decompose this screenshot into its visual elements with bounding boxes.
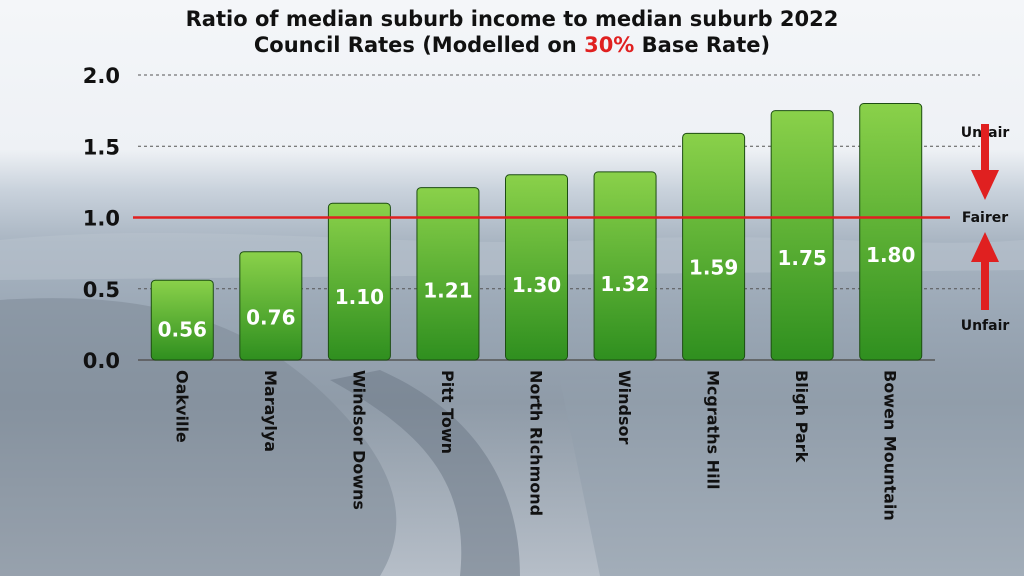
category-label: Pitt Town — [438, 370, 457, 454]
title-line-2-suffix: Base Rate) — [634, 33, 771, 57]
title-line-2: Council Rates (Modelled on 30% Base Rate… — [112, 32, 912, 58]
category-label: Bligh Park — [792, 370, 811, 463]
arrow-up-icon — [971, 232, 999, 310]
data-label: 1.59 — [689, 256, 738, 280]
arrow-down-icon — [971, 124, 999, 200]
bars: 0.56 0.76 1.10 1.21 1.30 1.32 1.59 1.75 1.80 — [150, 103, 923, 361]
bar — [505, 174, 568, 361]
bar — [150, 279, 214, 361]
y-tick-label: 0.0 — [83, 349, 120, 373]
y-tick-label: 1.0 — [83, 207, 120, 231]
data-label: 1.32 — [600, 272, 649, 296]
y-tick-label: 1.5 — [83, 135, 120, 159]
data-label: 0.76 — [246, 305, 295, 329]
category-label: Bowen Mountain — [881, 370, 900, 521]
title-line-2-prefix: Council Rates (Modelled on — [253, 33, 585, 57]
data-label: 0.56 — [158, 317, 207, 341]
title-accent: 30% — [584, 33, 635, 57]
bar — [770, 110, 834, 361]
category-label: North Richmond — [527, 370, 546, 516]
chart-title: Ratio of median suburb income to median … — [112, 6, 912, 58]
bar — [327, 202, 391, 361]
category-label: Maraylya — [261, 370, 280, 452]
annotation-unfair-bottom: Unfair — [961, 318, 1010, 334]
category-label: Windsor Downs — [349, 370, 368, 510]
bar — [593, 171, 657, 361]
x-axis: Oakville Maraylya Windsor Downs Pitt Town No… — [172, 370, 899, 521]
y-axis: 0.0 0.5 1.0 1.5 2.0 — [83, 64, 120, 373]
title-line-1: Ratio of median suburb income to median … — [185, 7, 839, 31]
data-label: 1.80 — [866, 243, 915, 267]
data-label: 1.10 — [335, 285, 384, 309]
data-label: 1.21 — [423, 278, 472, 302]
bar — [682, 132, 746, 361]
bar — [416, 187, 480, 361]
fairness-annotations: Unfair Fairer Unfair — [961, 124, 1010, 334]
category-label: Oakville — [172, 370, 191, 443]
bar — [859, 103, 923, 361]
category-label: Windsor — [615, 370, 634, 444]
y-tick-label: 2.0 — [83, 64, 120, 88]
data-label: 1.75 — [777, 246, 826, 270]
category-label: Mcgraths Hill — [704, 370, 723, 490]
annotation-fairer: Fairer — [962, 210, 1008, 226]
bar — [239, 251, 303, 361]
data-label: 1.30 — [512, 273, 561, 297]
y-tick-label: 0.5 — [83, 278, 120, 302]
